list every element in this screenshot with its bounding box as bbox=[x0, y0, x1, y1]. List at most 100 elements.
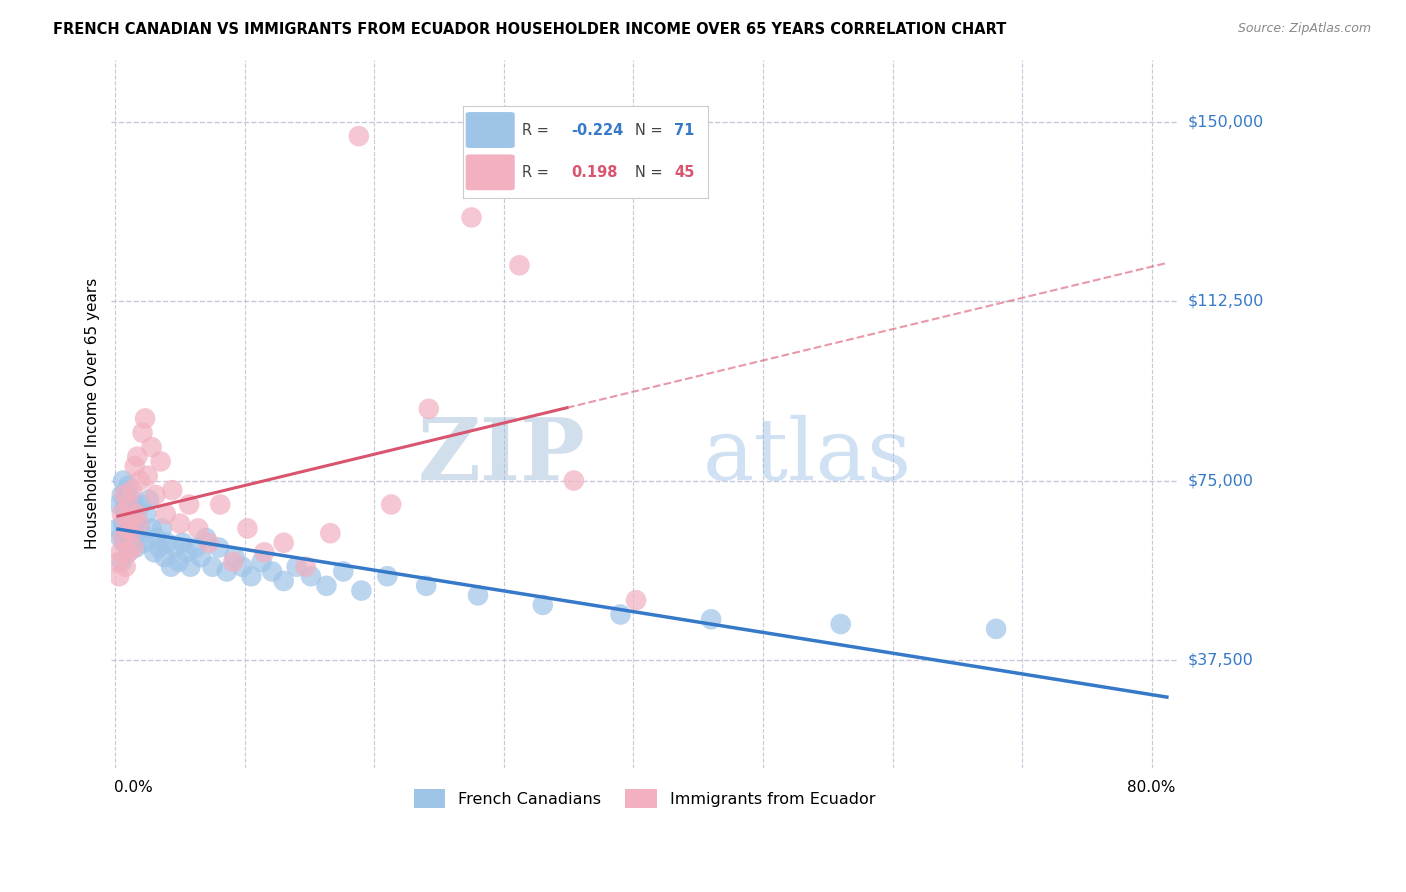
Point bbox=[124, 459, 146, 474]
Point bbox=[134, 411, 156, 425]
Point bbox=[117, 545, 139, 559]
Point bbox=[253, 545, 276, 559]
Point bbox=[129, 474, 152, 488]
Point bbox=[129, 521, 152, 535]
Point bbox=[156, 535, 179, 549]
Text: 0.0%: 0.0% bbox=[114, 780, 153, 795]
Point bbox=[380, 498, 402, 512]
Point bbox=[112, 502, 135, 516]
Point bbox=[176, 545, 198, 559]
Point bbox=[141, 521, 163, 535]
Point bbox=[115, 483, 138, 497]
Point bbox=[110, 545, 132, 559]
Point bbox=[148, 541, 170, 555]
Point bbox=[153, 550, 176, 565]
Point bbox=[194, 531, 217, 545]
Point bbox=[197, 535, 219, 549]
Point bbox=[467, 588, 489, 602]
Point bbox=[160, 559, 183, 574]
Point bbox=[121, 492, 143, 507]
Point bbox=[120, 526, 142, 541]
Point bbox=[111, 488, 134, 502]
Point bbox=[122, 541, 145, 555]
Point bbox=[149, 454, 172, 468]
Point bbox=[135, 507, 157, 521]
Point bbox=[222, 555, 245, 569]
Point bbox=[319, 526, 342, 541]
Point bbox=[179, 498, 201, 512]
Text: 80.0%: 80.0% bbox=[1126, 780, 1175, 795]
Point bbox=[108, 569, 131, 583]
Point bbox=[163, 541, 186, 555]
Point bbox=[418, 401, 440, 416]
Point bbox=[315, 579, 337, 593]
Text: $112,500: $112,500 bbox=[1188, 293, 1264, 309]
Point bbox=[169, 516, 191, 531]
Point bbox=[117, 498, 139, 512]
Point bbox=[117, 512, 139, 526]
Point bbox=[127, 512, 149, 526]
Point bbox=[562, 474, 585, 488]
Point bbox=[260, 565, 283, 579]
Point bbox=[830, 617, 852, 632]
Point bbox=[187, 521, 209, 535]
Point bbox=[124, 531, 146, 545]
Point bbox=[143, 545, 166, 559]
Point bbox=[114, 559, 136, 574]
Point bbox=[112, 535, 135, 549]
Point bbox=[415, 579, 437, 593]
Point bbox=[112, 488, 135, 502]
Point bbox=[299, 569, 322, 583]
Legend: French Canadians, Immigrants from Ecuador: French Canadians, Immigrants from Ecuado… bbox=[405, 780, 883, 816]
Point bbox=[118, 521, 141, 535]
Point bbox=[110, 531, 132, 545]
Point bbox=[184, 541, 207, 555]
Text: ZIP: ZIP bbox=[418, 414, 586, 498]
Point bbox=[121, 483, 143, 497]
Point bbox=[136, 468, 159, 483]
Point bbox=[179, 559, 201, 574]
Point bbox=[208, 541, 231, 555]
Point bbox=[114, 526, 136, 541]
Point bbox=[700, 612, 723, 626]
Point bbox=[112, 531, 135, 545]
Point bbox=[162, 483, 184, 497]
Point bbox=[273, 574, 295, 588]
Point bbox=[122, 516, 145, 531]
Point bbox=[215, 565, 238, 579]
Point bbox=[332, 565, 354, 579]
Point bbox=[124, 502, 146, 516]
Point bbox=[117, 478, 139, 492]
Point bbox=[624, 593, 647, 607]
Point bbox=[375, 569, 398, 583]
Point bbox=[128, 531, 150, 545]
Point bbox=[121, 526, 143, 541]
Point bbox=[112, 516, 135, 531]
Point bbox=[285, 559, 308, 574]
Point bbox=[224, 550, 246, 565]
Point bbox=[273, 535, 295, 549]
Point bbox=[201, 559, 224, 574]
Point bbox=[155, 507, 177, 521]
Text: Source: ZipAtlas.com: Source: ZipAtlas.com bbox=[1237, 22, 1371, 36]
Point bbox=[129, 498, 152, 512]
Point bbox=[347, 129, 370, 144]
Point bbox=[120, 507, 142, 521]
Point bbox=[145, 531, 167, 545]
Point bbox=[118, 498, 141, 512]
Text: atlas: atlas bbox=[703, 415, 912, 498]
Point bbox=[145, 488, 167, 502]
Point bbox=[118, 512, 141, 526]
Point bbox=[132, 535, 155, 549]
Point bbox=[125, 541, 148, 555]
Point bbox=[167, 555, 190, 569]
Point bbox=[240, 569, 263, 583]
Point bbox=[138, 492, 160, 507]
Point bbox=[190, 550, 212, 565]
Point bbox=[294, 559, 316, 574]
Point bbox=[111, 555, 134, 569]
Point bbox=[115, 507, 138, 521]
Point bbox=[131, 425, 153, 440]
Point bbox=[120, 535, 142, 549]
Point bbox=[508, 258, 530, 272]
